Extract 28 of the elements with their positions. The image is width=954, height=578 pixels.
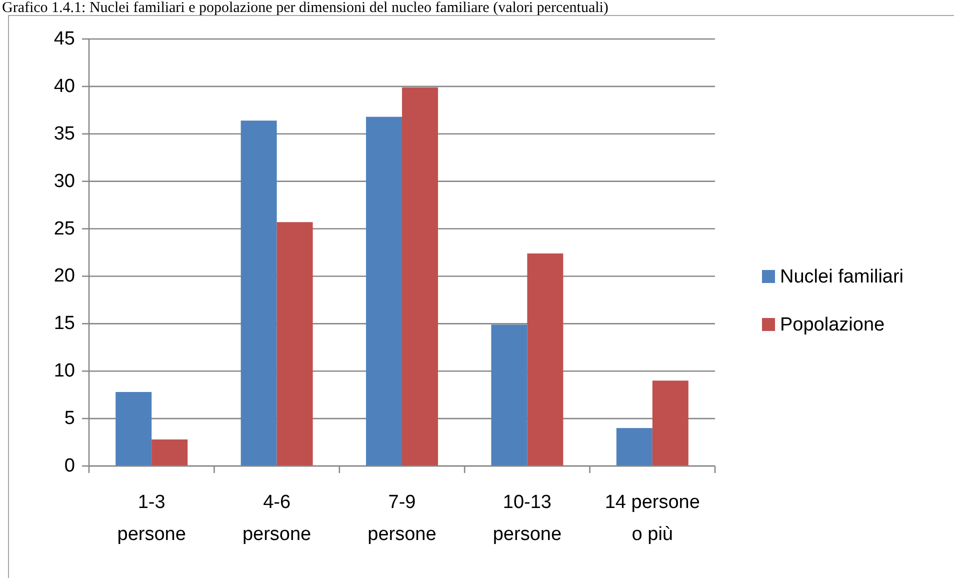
y-tick-label: 40 [54,76,75,97]
x-tick-label: 10-13 persone [492,492,562,545]
x-tick-label: 14 persone o più [604,492,700,545]
bar [116,392,152,466]
bar [276,222,313,466]
y-tick-label: 15 [54,313,75,334]
bar [366,116,402,466]
x-tick-label: 4-6 persone [242,492,312,545]
legend-label: Nuclei familiari [780,266,904,288]
legend-label: Popolazione [780,314,885,336]
bar [527,253,564,466]
y-tick-label: 35 [54,123,75,144]
y-tick-label: 25 [54,218,75,240]
y-tick-label: 0 [64,456,75,476]
y-tick-label: 20 [54,266,75,287]
bar [652,380,688,466]
x-tick-label: 7-9 persone [368,492,436,545]
bar [491,324,528,466]
bar [402,87,438,466]
y-tick-label: 10 [54,360,75,382]
y-tick-label: 5 [64,408,75,430]
chart-title: Grafico 1.4.1: Nuclei familiari e popolazione per dimensioni del nucleo familiare (valori percentuali) [2,0,608,16]
bar [152,439,188,466]
y-tick-label: 30 [54,170,75,192]
x-tick-label: 1-3 persone [117,492,186,545]
bar [616,428,652,466]
y-tick-label: 45 [54,28,75,50]
bar [240,120,277,466]
